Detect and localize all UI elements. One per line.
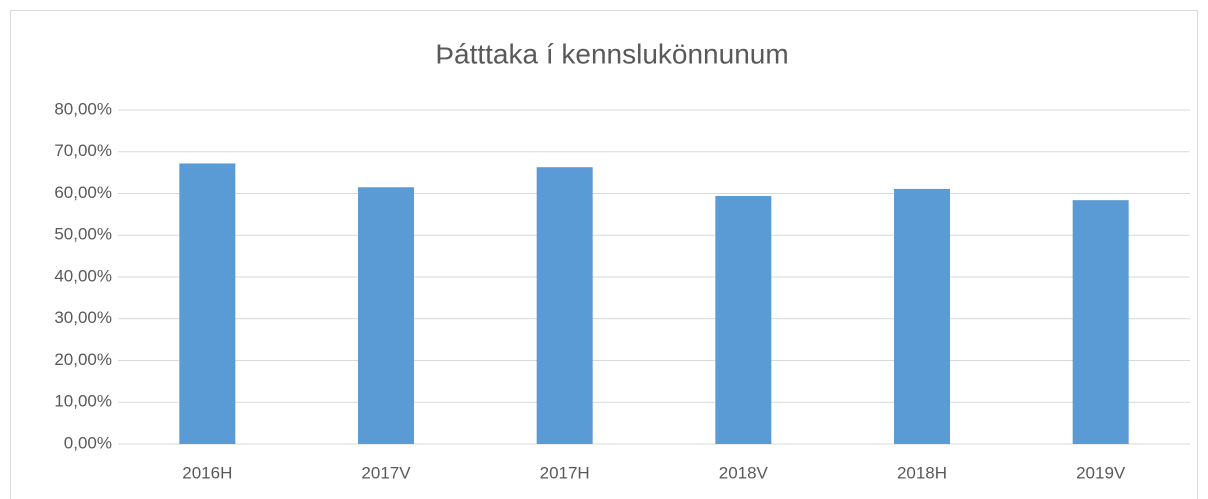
bar	[358, 187, 414, 445]
y-tick-label: 30,00%	[54, 308, 112, 327]
x-tick-label: 2018H	[897, 463, 947, 482]
bar	[1072, 200, 1129, 444]
bar	[536, 167, 593, 444]
y-tick-label: 20,00%	[54, 350, 112, 369]
x-tick-label: 2019V	[1076, 463, 1126, 482]
bar	[894, 188, 950, 444]
x-tick-label: 2016H	[182, 463, 232, 482]
y-tick-label: 60,00%	[54, 183, 112, 202]
x-tick-label: 2018V	[719, 463, 769, 482]
chart-title: Þátttaka í kennslukönnunum	[435, 38, 788, 69]
y-tick-label: 10,00%	[54, 392, 112, 411]
y-tick-label: 80,00%	[54, 99, 112, 118]
bar	[715, 196, 772, 444]
y-tick-label: 0,00%	[64, 433, 112, 452]
y-tick-label: 50,00%	[54, 225, 112, 244]
bar	[179, 163, 236, 444]
y-tick-label: 70,00%	[54, 141, 112, 160]
x-tick-label: 2017V	[361, 463, 411, 482]
y-tick-label: 40,00%	[54, 266, 112, 285]
x-tick-label: 2017H	[540, 463, 590, 482]
